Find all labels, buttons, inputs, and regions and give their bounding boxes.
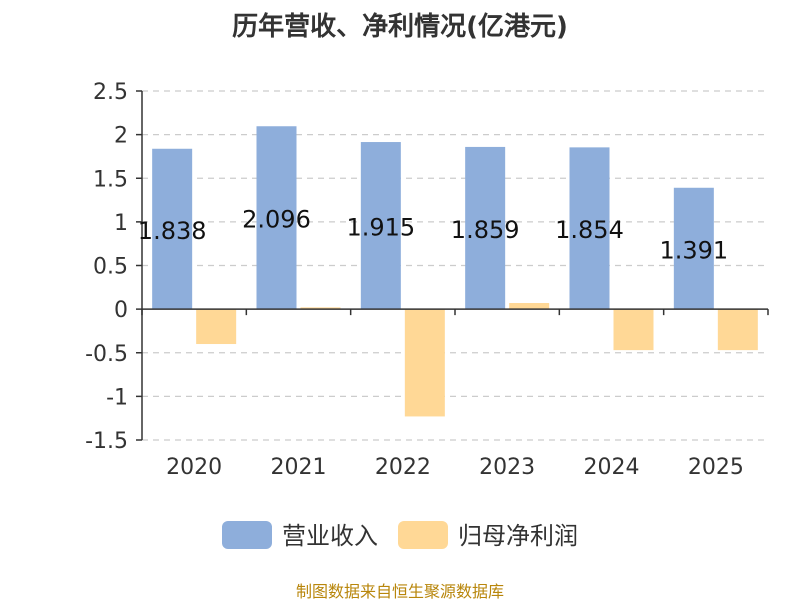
data-label: 1.391 xyxy=(659,236,728,264)
x-tick-label: 2025 xyxy=(688,455,744,480)
legend-label: 归母净利润 xyxy=(458,522,578,550)
y-tick-label: -1.5 xyxy=(85,429,128,454)
y-tick-label: 0.5 xyxy=(93,255,128,280)
legend-label: 营业收入 xyxy=(282,522,378,550)
data-label: 1.838 xyxy=(138,217,207,245)
source-note: 制图数据来自恒生聚源数据库 xyxy=(295,582,504,601)
legend-swatch xyxy=(398,521,448,549)
bar-net-profit xyxy=(717,309,758,351)
x-tick-label: 2024 xyxy=(584,455,640,480)
y-tick-label: -1 xyxy=(106,385,128,410)
legend: 营业收入 归母净利润 xyxy=(222,521,578,550)
y-tick-label: 2 xyxy=(114,124,128,149)
data-label: 1.859 xyxy=(451,216,520,244)
x-tick-label: 2021 xyxy=(271,455,327,480)
legend-swatch xyxy=(222,521,272,549)
bar-net-profit xyxy=(613,309,654,351)
y-tick-label: 1.5 xyxy=(93,167,128,192)
x-tick-label: 2020 xyxy=(166,455,222,480)
bar-revenue xyxy=(256,126,297,310)
y-tick-label: -0.5 xyxy=(85,342,128,367)
axes: 2.5 2 1.5 1 0.5 0 -0.5 -1 -1.5 2020 2021 2022 2023 20… xyxy=(85,80,769,480)
chart-title: 历年营收、净利情况(亿港元) xyxy=(232,12,568,42)
data-label: 1.915 xyxy=(346,214,415,242)
bar-revenue xyxy=(465,146,506,310)
bar-revenue xyxy=(673,187,714,310)
bar-revenue xyxy=(360,142,401,310)
bar-revenue xyxy=(152,148,193,310)
bars xyxy=(152,126,758,417)
x-tick-label: 2022 xyxy=(375,455,431,480)
y-tick-label: 0 xyxy=(114,298,128,323)
data-label: 1.854 xyxy=(555,216,624,244)
bar-net-profit xyxy=(300,307,341,310)
bar-net-profit xyxy=(404,309,445,417)
data-label: 2.096 xyxy=(242,206,311,234)
bar-net-profit xyxy=(196,309,237,345)
grid-lines xyxy=(142,90,768,441)
data-labels: 1.838 2.096 1.915 1.859 1.854 1.391 xyxy=(138,206,728,265)
bar-revenue xyxy=(569,147,610,310)
y-tick-label: 1 xyxy=(114,211,128,236)
y-tick-label: 2.5 xyxy=(93,80,128,105)
x-tick-label: 2023 xyxy=(479,455,535,480)
bar-net-profit xyxy=(509,303,550,310)
